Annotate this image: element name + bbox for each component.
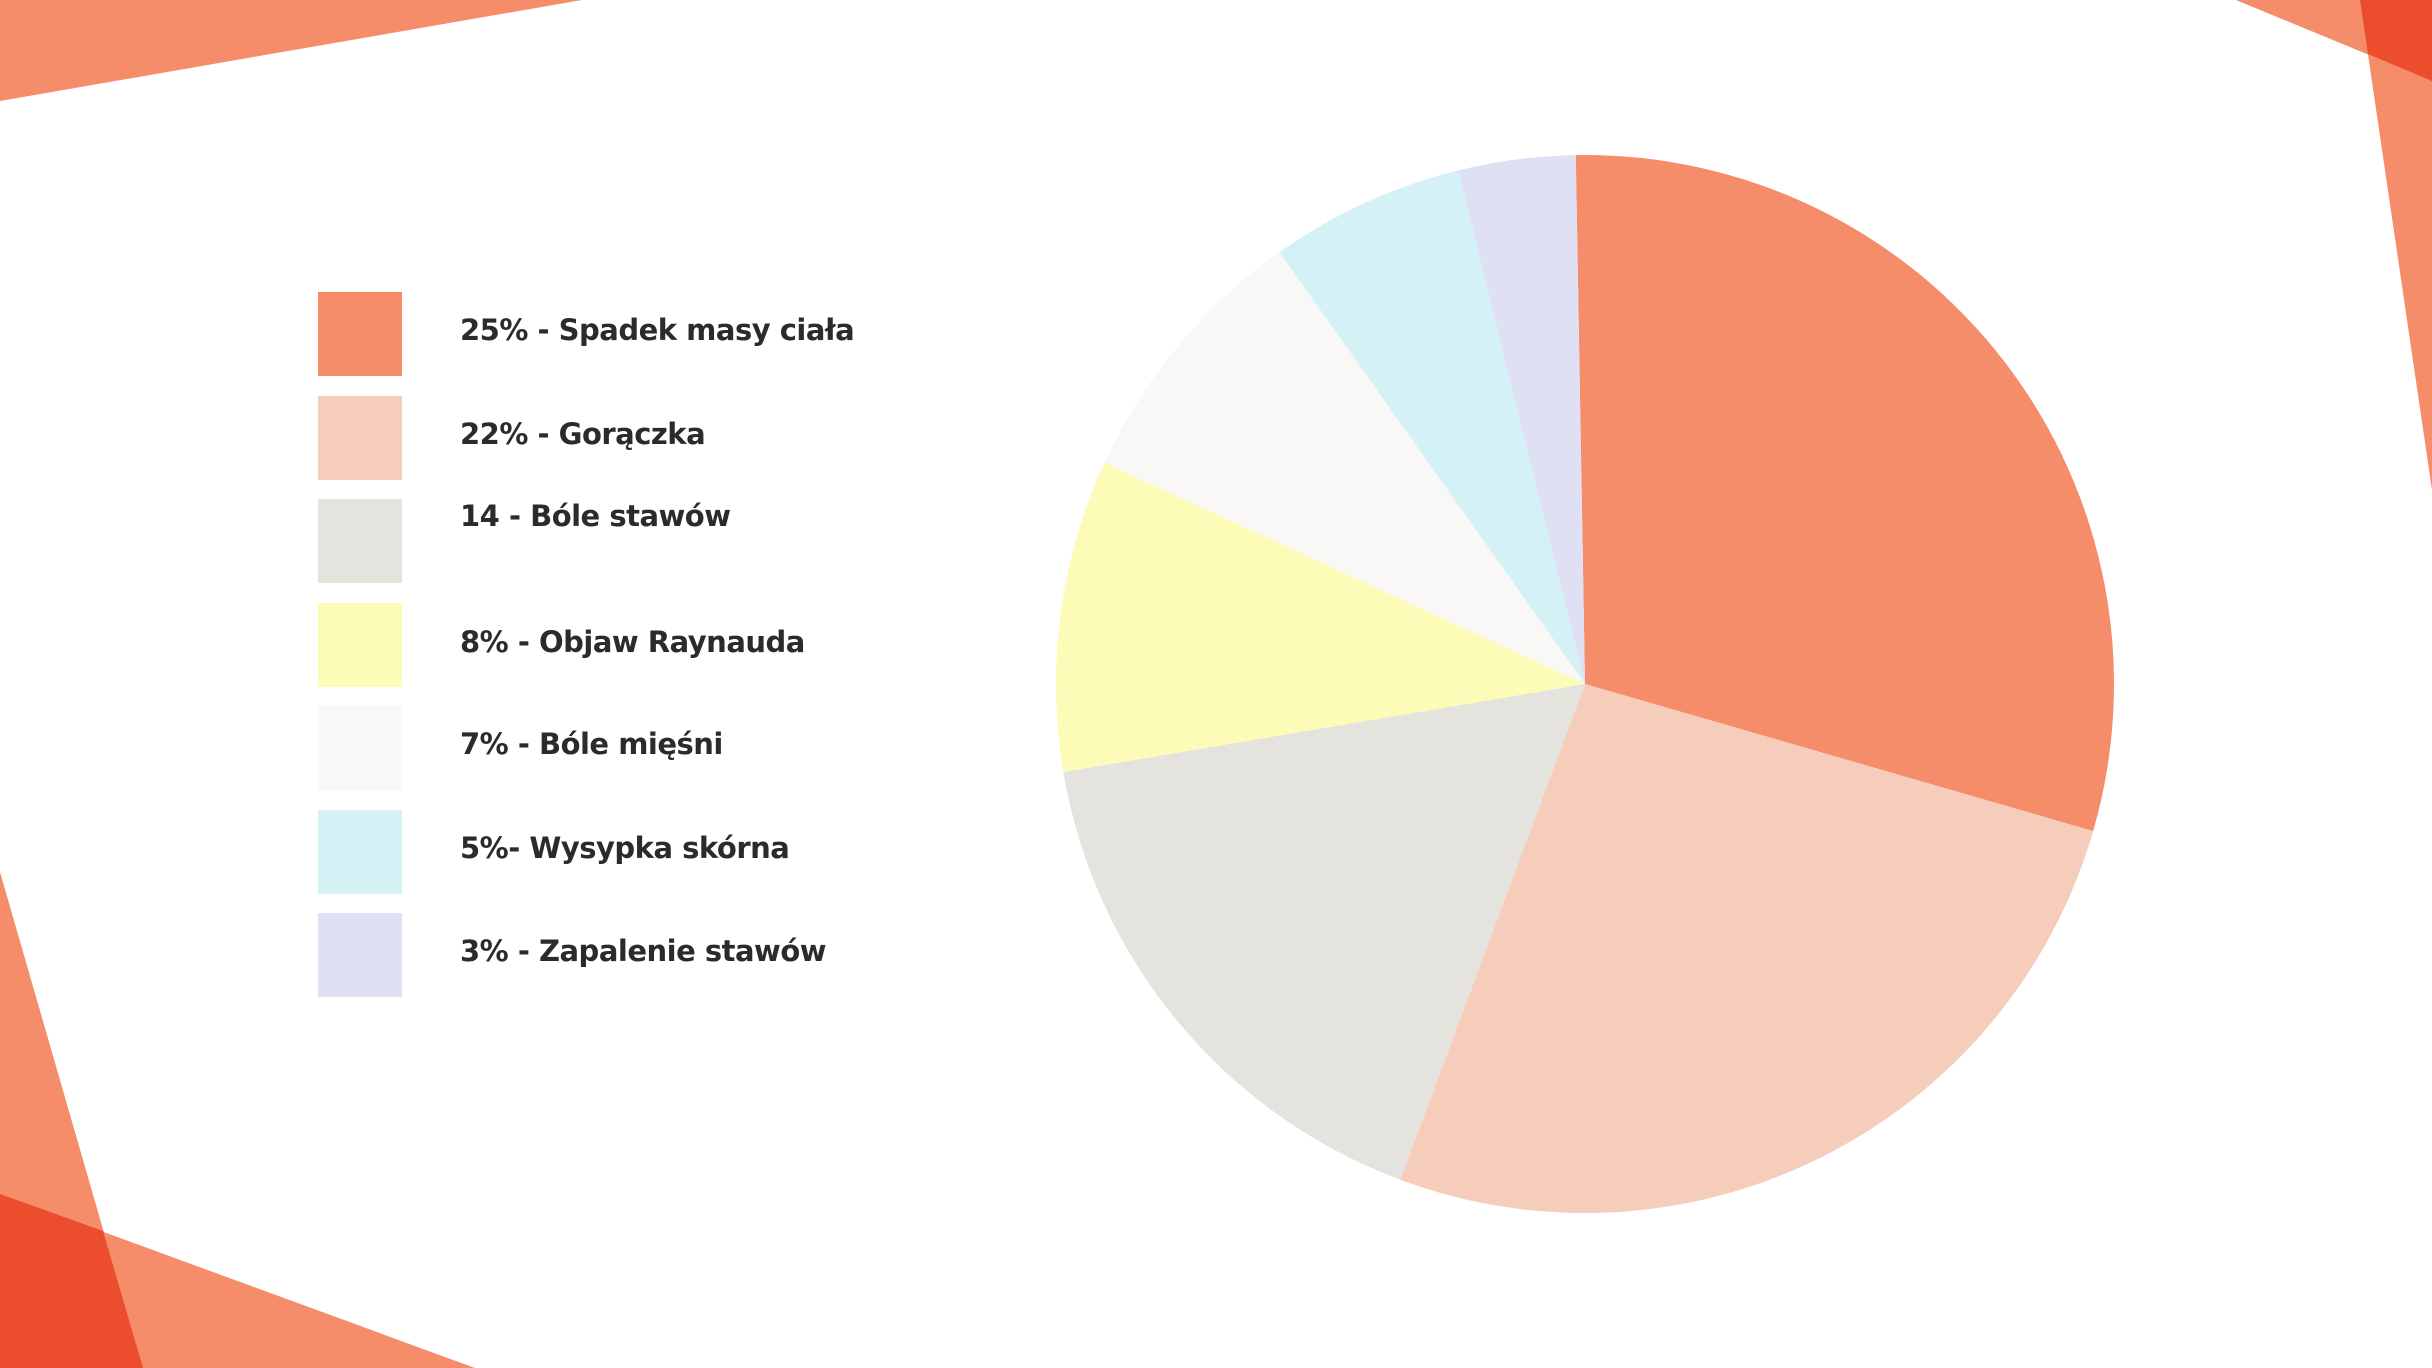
legend-swatch [318,499,402,583]
pie-slice-1 [1400,684,2094,1213]
pie-slice-4 [1104,252,1585,684]
legend-label: 5%- Wysypka skórna [460,831,790,865]
legend-swatch [318,809,402,894]
decor-bottom-left-overlap [0,1194,143,1368]
legend-label: 3% - Zapalenie stawów [460,934,827,968]
legend-swatch [318,602,402,687]
legend-label: 22% - Gorączka [460,417,706,451]
legend-swatch [318,913,402,997]
pie-slice-3 [1056,462,1585,772]
decor-top-left [0,0,582,101]
legend-label: 14 - Bóle stawów [460,499,731,533]
decor-top-right-b [2360,0,2432,490]
pie-slice-0 [1575,155,2114,832]
decor-top-right-overlap [2360,0,2432,81]
legend-label: 7% - Bóle mięśni [460,727,723,761]
legend-swatch [318,292,402,376]
pie-slice-5 [1279,170,1585,685]
legend-label: 8% - Objaw Raynauda [460,625,805,659]
legend-swatch [318,706,402,790]
legend-swatch [318,395,402,480]
legend-label: 25% - Spadek masy ciała [460,313,855,347]
pie-slice-6 [1458,155,1585,684]
pie-slice-2 [1063,684,1585,1180]
